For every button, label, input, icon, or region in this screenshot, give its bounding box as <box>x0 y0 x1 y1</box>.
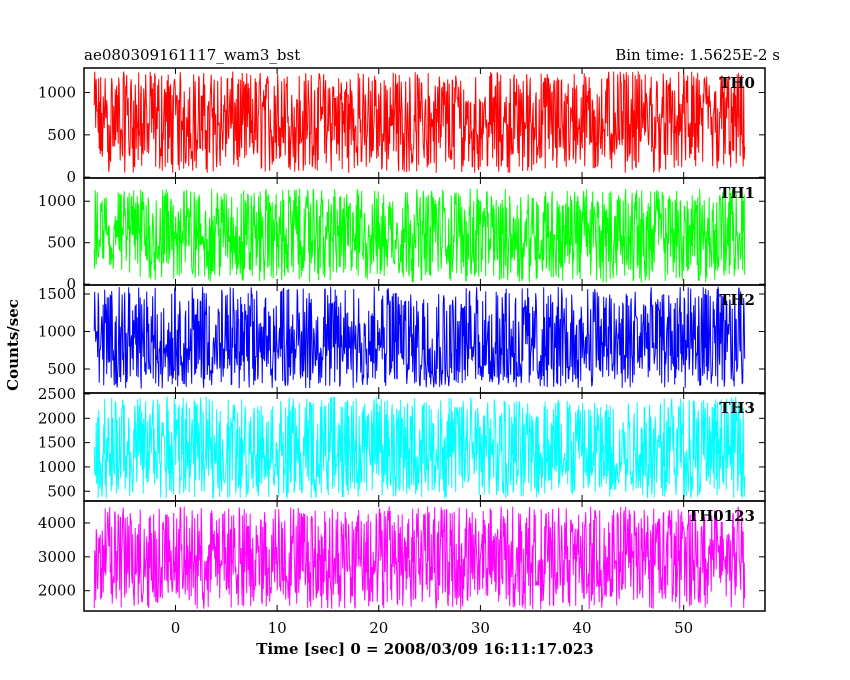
light-curve-th1 <box>93 188 746 283</box>
observation-id-title: ae080309161117_wam3_bst <box>84 46 300 64</box>
panel-label-th1: TH1 <box>719 184 755 202</box>
light-curve-th0123 <box>93 506 746 610</box>
panel-th0123: 2000 3000 4000 TH0123 <box>38 500 766 612</box>
light-curve-th3 <box>93 396 746 500</box>
y-tick-label-th0123: 2000 <box>38 582 76 600</box>
x-tick-label: 50 <box>674 619 693 637</box>
y-tick-label-th0: 500 <box>47 126 76 144</box>
y-tick-label-th1: 1000 <box>38 192 76 210</box>
panel-th1: 0 500 1000 TH1 <box>38 177 766 293</box>
panel-label-th0: TH0 <box>719 74 755 92</box>
x-axis-label: Time [sec] 0 = 2008/03/09 16:11:17.023 <box>256 640 593 658</box>
panel-label-th2: TH2 <box>719 291 755 309</box>
y-tick-label-th1: 0 <box>66 275 76 293</box>
y-tick-label-th1: 500 <box>47 234 76 252</box>
y-tick-label-th3: 1500 <box>38 434 76 452</box>
y-tick-label-th0: 1000 <box>38 84 76 102</box>
light-curve-th2 <box>93 286 746 389</box>
x-tick-label: 0 <box>171 619 181 637</box>
x-tick-label: 40 <box>572 619 591 637</box>
panel-label-th3: TH3 <box>719 399 755 417</box>
y-tick-label-th3: 500 <box>47 482 76 500</box>
x-tick-label: 30 <box>471 619 490 637</box>
y-tick-label-th3: 2500 <box>38 385 76 403</box>
panel-th2: 500 1000 1500 TH2 <box>38 284 766 394</box>
x-tick-label: 20 <box>369 619 388 637</box>
panel-label-th0123: TH0123 <box>688 507 755 525</box>
y-tick-label-th0: 0 <box>66 168 76 186</box>
panel-frame-th0123 <box>83 500 766 612</box>
y-axis-label: Counts/sec <box>4 299 22 391</box>
y-tick-label-th2: 1000 <box>38 323 76 341</box>
panels: 0 500 1000 TH0 0 500 1000 TH1 500 1000 1500 TH2 500 1… <box>38 67 766 612</box>
y-tick-label-th0123: 3000 <box>38 548 76 566</box>
panel-th0: 0 500 1000 TH0 <box>38 67 766 186</box>
light-curve-th0 <box>93 71 746 174</box>
bin-time-label: Bin time: 1.5625E-2 s <box>615 46 780 64</box>
y-tick-label-th3: 2000 <box>38 409 76 427</box>
y-tick-label-th0123: 4000 <box>38 514 76 532</box>
y-tick-label-th2: 500 <box>47 360 76 378</box>
x-axis: 0 10 20 30 40 50 <box>171 619 694 637</box>
x-tick-label: 10 <box>268 619 287 637</box>
y-tick-label-th2: 1500 <box>38 285 76 303</box>
panel-th3: 500 1000 1500 2000 2500 TH3 <box>38 385 766 502</box>
y-tick-label-th3: 1000 <box>38 458 76 476</box>
